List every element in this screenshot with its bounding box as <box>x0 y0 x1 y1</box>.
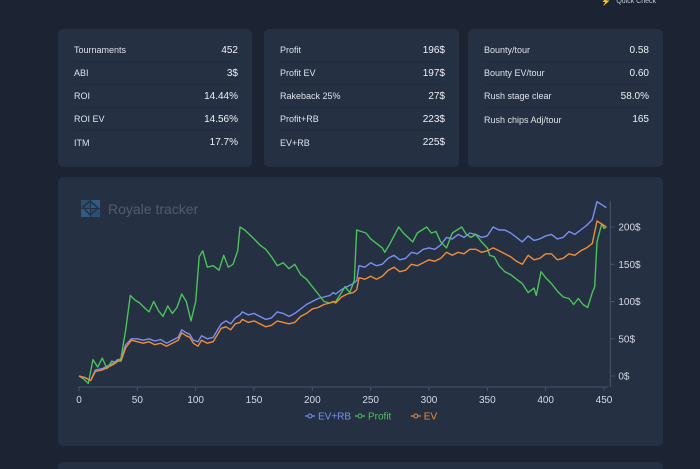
series-line-ev-rb <box>78 201 607 382</box>
profit-chart: Royale tracker 0 50 100 150 200 250 300 350 400 4… <box>76 200 641 423</box>
profit-chart-card: Royale tracker 0 50 100 150 200 250 300 350 400 4… <box>58 177 663 446</box>
stat-value: 14.44% <box>204 90 238 102</box>
stat-label: Rush stage clear <box>484 91 552 101</box>
quick-check-label: Quick Check <box>616 0 656 5</box>
stat-row: Bounty EV/tour 0.60 <box>484 62 649 85</box>
stat-row: ROI 14.44% <box>74 85 238 108</box>
stat-value: 3$ <box>226 67 238 79</box>
y-tick-label: 50$ <box>618 334 635 345</box>
x-tick-label: 200 <box>304 395 321 406</box>
stat-label: Rakeback 25% <box>280 91 341 101</box>
stat-value: 452 <box>221 44 238 56</box>
stat-row: Tournaments 452 <box>74 39 238 62</box>
stat-label: ROI EV <box>74 114 105 124</box>
quick-check-button[interactable]: ⚡ Quick Check <box>601 0 656 6</box>
legend-item[interactable]: Profit <box>355 412 392 423</box>
stat-value: 223$ <box>422 113 445 125</box>
stat-value: 17.7% <box>209 137 238 148</box>
y-tick-label: 0$ <box>618 372 630 383</box>
legend-marker-icon <box>307 413 313 419</box>
legend-marker-icon <box>357 413 363 419</box>
stat-row: ROI EV 14.56% <box>74 108 238 131</box>
stat-value: 165 <box>632 114 649 125</box>
stat-row: EV+RB 225$ <box>280 131 445 154</box>
x-tick-label: 150 <box>246 395 263 406</box>
stat-row: ITM 17.7% <box>74 131 238 154</box>
stat-row: Rakeback 25% 27$ <box>280 85 445 108</box>
stat-value: 196$ <box>422 44 445 56</box>
x-tick-label: 350 <box>479 395 496 406</box>
stats-card-tournaments: Tournaments 452 ABI 3$ ROI 14.44% ROI EV 14.… <box>58 29 252 167</box>
stat-row: Profit EV 197$ <box>280 62 445 85</box>
x-tick-label: 450 <box>596 395 613 406</box>
stat-row: Profit+RB 223$ <box>280 108 445 131</box>
series-line-ev <box>78 220 607 382</box>
x-tick-label: 100 <box>187 395 204 406</box>
stat-value: 0.60 <box>629 67 649 79</box>
legend-item[interactable]: EV+RB <box>305 412 351 423</box>
legend-label: Profit <box>368 412 392 423</box>
stat-label: ITM <box>74 137 90 148</box>
y-tick-label: 150$ <box>618 260 641 271</box>
stat-row: Bounty/tour 0.58 <box>484 39 649 62</box>
stat-value: 0.58 <box>629 44 649 56</box>
series-line-profit <box>78 223 607 385</box>
stat-label: Profit EV <box>280 68 316 78</box>
x-tick-label: 0 <box>76 395 82 406</box>
x-tick-label: 250 <box>362 395 379 406</box>
x-tick-label: 50 <box>132 395 144 406</box>
y-tick-label: 200$ <box>618 223 641 234</box>
stat-row: Rush chips Adj/tour 165 <box>484 108 649 131</box>
stat-label: Bounty EV/tour <box>484 68 545 78</box>
stat-row: Rush stage clear 58.0% <box>484 85 649 108</box>
bottom-card <box>58 462 663 469</box>
chart-legend: EV+RB Profit EV <box>305 412 437 423</box>
stat-label: Profit <box>280 45 302 55</box>
stat-value: 197$ <box>422 67 445 79</box>
stat-label: ROI <box>74 91 91 101</box>
stats-card-bounty: Bounty/tour 0.58 Bounty EV/tour 0.60 Rush … <box>468 29 663 167</box>
stat-row: ABI 3$ <box>74 62 238 85</box>
stat-label: Tournaments <box>74 45 127 55</box>
stat-value: 58.0% <box>620 90 649 102</box>
stat-label: ABI <box>74 68 89 78</box>
stat-label: Profit+RB <box>280 114 319 124</box>
stat-value: 225$ <box>422 137 445 148</box>
stat-row: Profit 196$ <box>280 39 445 62</box>
stat-value: 27$ <box>428 90 445 102</box>
stat-label: Rush chips Adj/tour <box>484 114 562 125</box>
watermark-text: Royale tracker <box>108 201 199 217</box>
royale-tracker-logo-icon <box>81 200 100 217</box>
legend-label: EV+RB <box>318 412 351 423</box>
chart-series <box>78 201 607 385</box>
legend-item[interactable]: EV <box>410 412 438 423</box>
stat-label: Bounty/tour <box>484 45 531 55</box>
royale-tracker-watermark: Royale tracker <box>81 200 199 217</box>
legend-marker-icon <box>413 413 419 419</box>
y-tick-label: 100$ <box>618 297 641 308</box>
legend-label: EV <box>424 412 438 423</box>
stat-value: 14.56% <box>204 113 238 125</box>
chart-axes: 0 50 100 150 200 250 300 350 400 450 0$ 50$ 100$ 150$… <box>76 200 641 406</box>
x-tick-label: 300 <box>421 395 438 406</box>
x-tick-label: 400 <box>537 395 554 406</box>
stat-label: EV+RB <box>280 137 310 148</box>
stats-card-profit: Profit 196$ Profit EV 197$ Rakeback 25% 27$… <box>264 29 459 167</box>
lightning-bolt-icon: ⚡ <box>601 0 612 6</box>
